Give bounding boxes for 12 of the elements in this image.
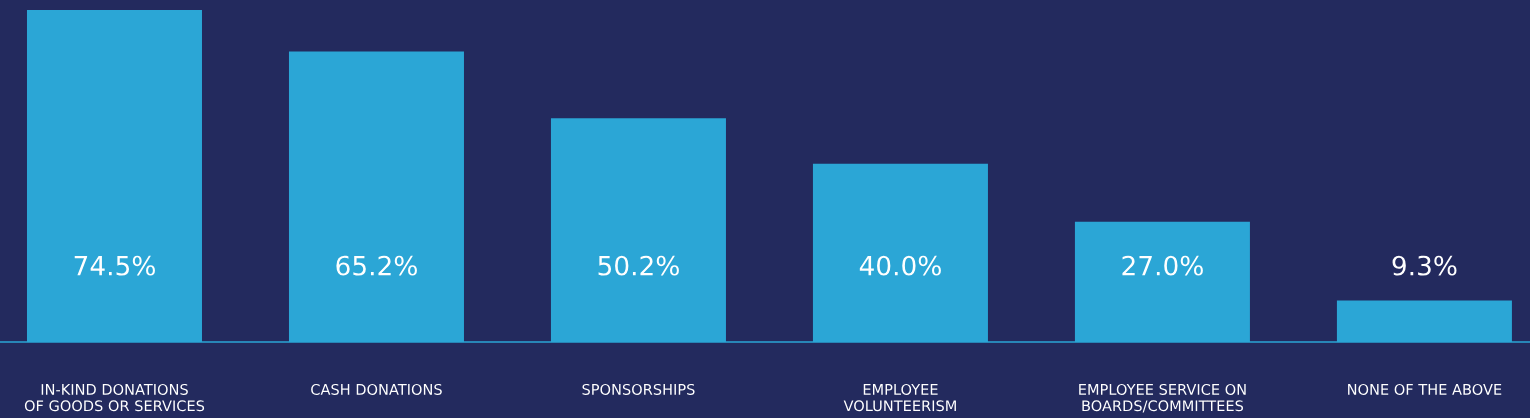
x-tick-label: EMPLOYEE SERVICE ON BOARDS/COMMITTEES: [1079, 383, 1246, 413]
x-tick-label: SPONSORSHIPS: [582, 383, 695, 395]
data-label: 74.5%: [74, 255, 155, 276]
x-tick-label: NONE OF THE ABOVE: [1348, 383, 1502, 395]
data-label: 9.3%: [1392, 255, 1457, 276]
data-label: 40.0%: [859, 255, 941, 276]
data-label: 50.2%: [598, 255, 679, 276]
x-tick-label: CASH DONATIONS: [311, 383, 442, 395]
x-tick-label: EMPLOYEE VOLUNTEERISM: [843, 383, 956, 412]
data-label: 65.2%: [336, 255, 417, 276]
x-tick-label: IN-KIND DONATIONS OF GOODS OR SERVICES: [24, 383, 205, 412]
data-label: 27.0%: [1122, 255, 1203, 276]
